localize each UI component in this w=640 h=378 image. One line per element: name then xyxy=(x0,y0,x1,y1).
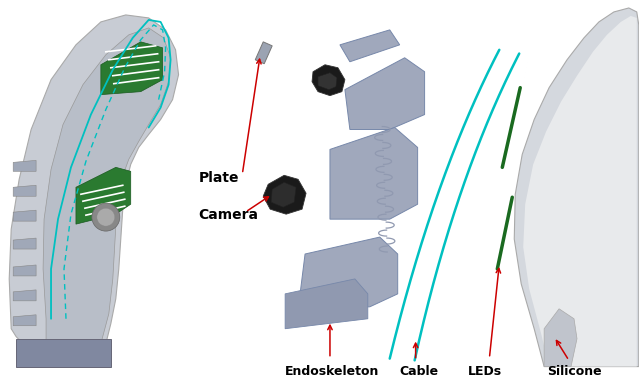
Polygon shape xyxy=(13,210,36,221)
Polygon shape xyxy=(340,30,400,62)
Polygon shape xyxy=(13,315,36,326)
Polygon shape xyxy=(345,58,424,130)
Polygon shape xyxy=(330,127,418,219)
Text: Camera: Camera xyxy=(198,208,259,222)
Circle shape xyxy=(97,208,115,226)
Polygon shape xyxy=(544,309,577,367)
Text: Plate: Plate xyxy=(198,171,239,185)
Polygon shape xyxy=(13,185,36,196)
Text: Endoskeleton: Endoskeleton xyxy=(285,364,380,378)
Polygon shape xyxy=(318,73,337,90)
Polygon shape xyxy=(13,238,36,249)
Polygon shape xyxy=(524,16,637,367)
Polygon shape xyxy=(515,8,639,367)
Polygon shape xyxy=(101,42,163,94)
Polygon shape xyxy=(300,237,397,309)
Polygon shape xyxy=(271,182,296,207)
Polygon shape xyxy=(76,167,131,224)
Circle shape xyxy=(92,203,120,231)
Polygon shape xyxy=(263,175,306,214)
Polygon shape xyxy=(285,279,368,329)
Polygon shape xyxy=(13,265,36,276)
Polygon shape xyxy=(13,160,36,171)
Polygon shape xyxy=(43,28,171,361)
Text: LEDs: LEDs xyxy=(467,364,502,378)
Polygon shape xyxy=(13,290,36,301)
Polygon shape xyxy=(255,42,272,64)
Text: Cable: Cable xyxy=(400,364,439,378)
Polygon shape xyxy=(9,15,179,367)
Polygon shape xyxy=(16,339,111,367)
Polygon shape xyxy=(312,65,345,96)
Text: Silicone: Silicone xyxy=(547,364,602,378)
